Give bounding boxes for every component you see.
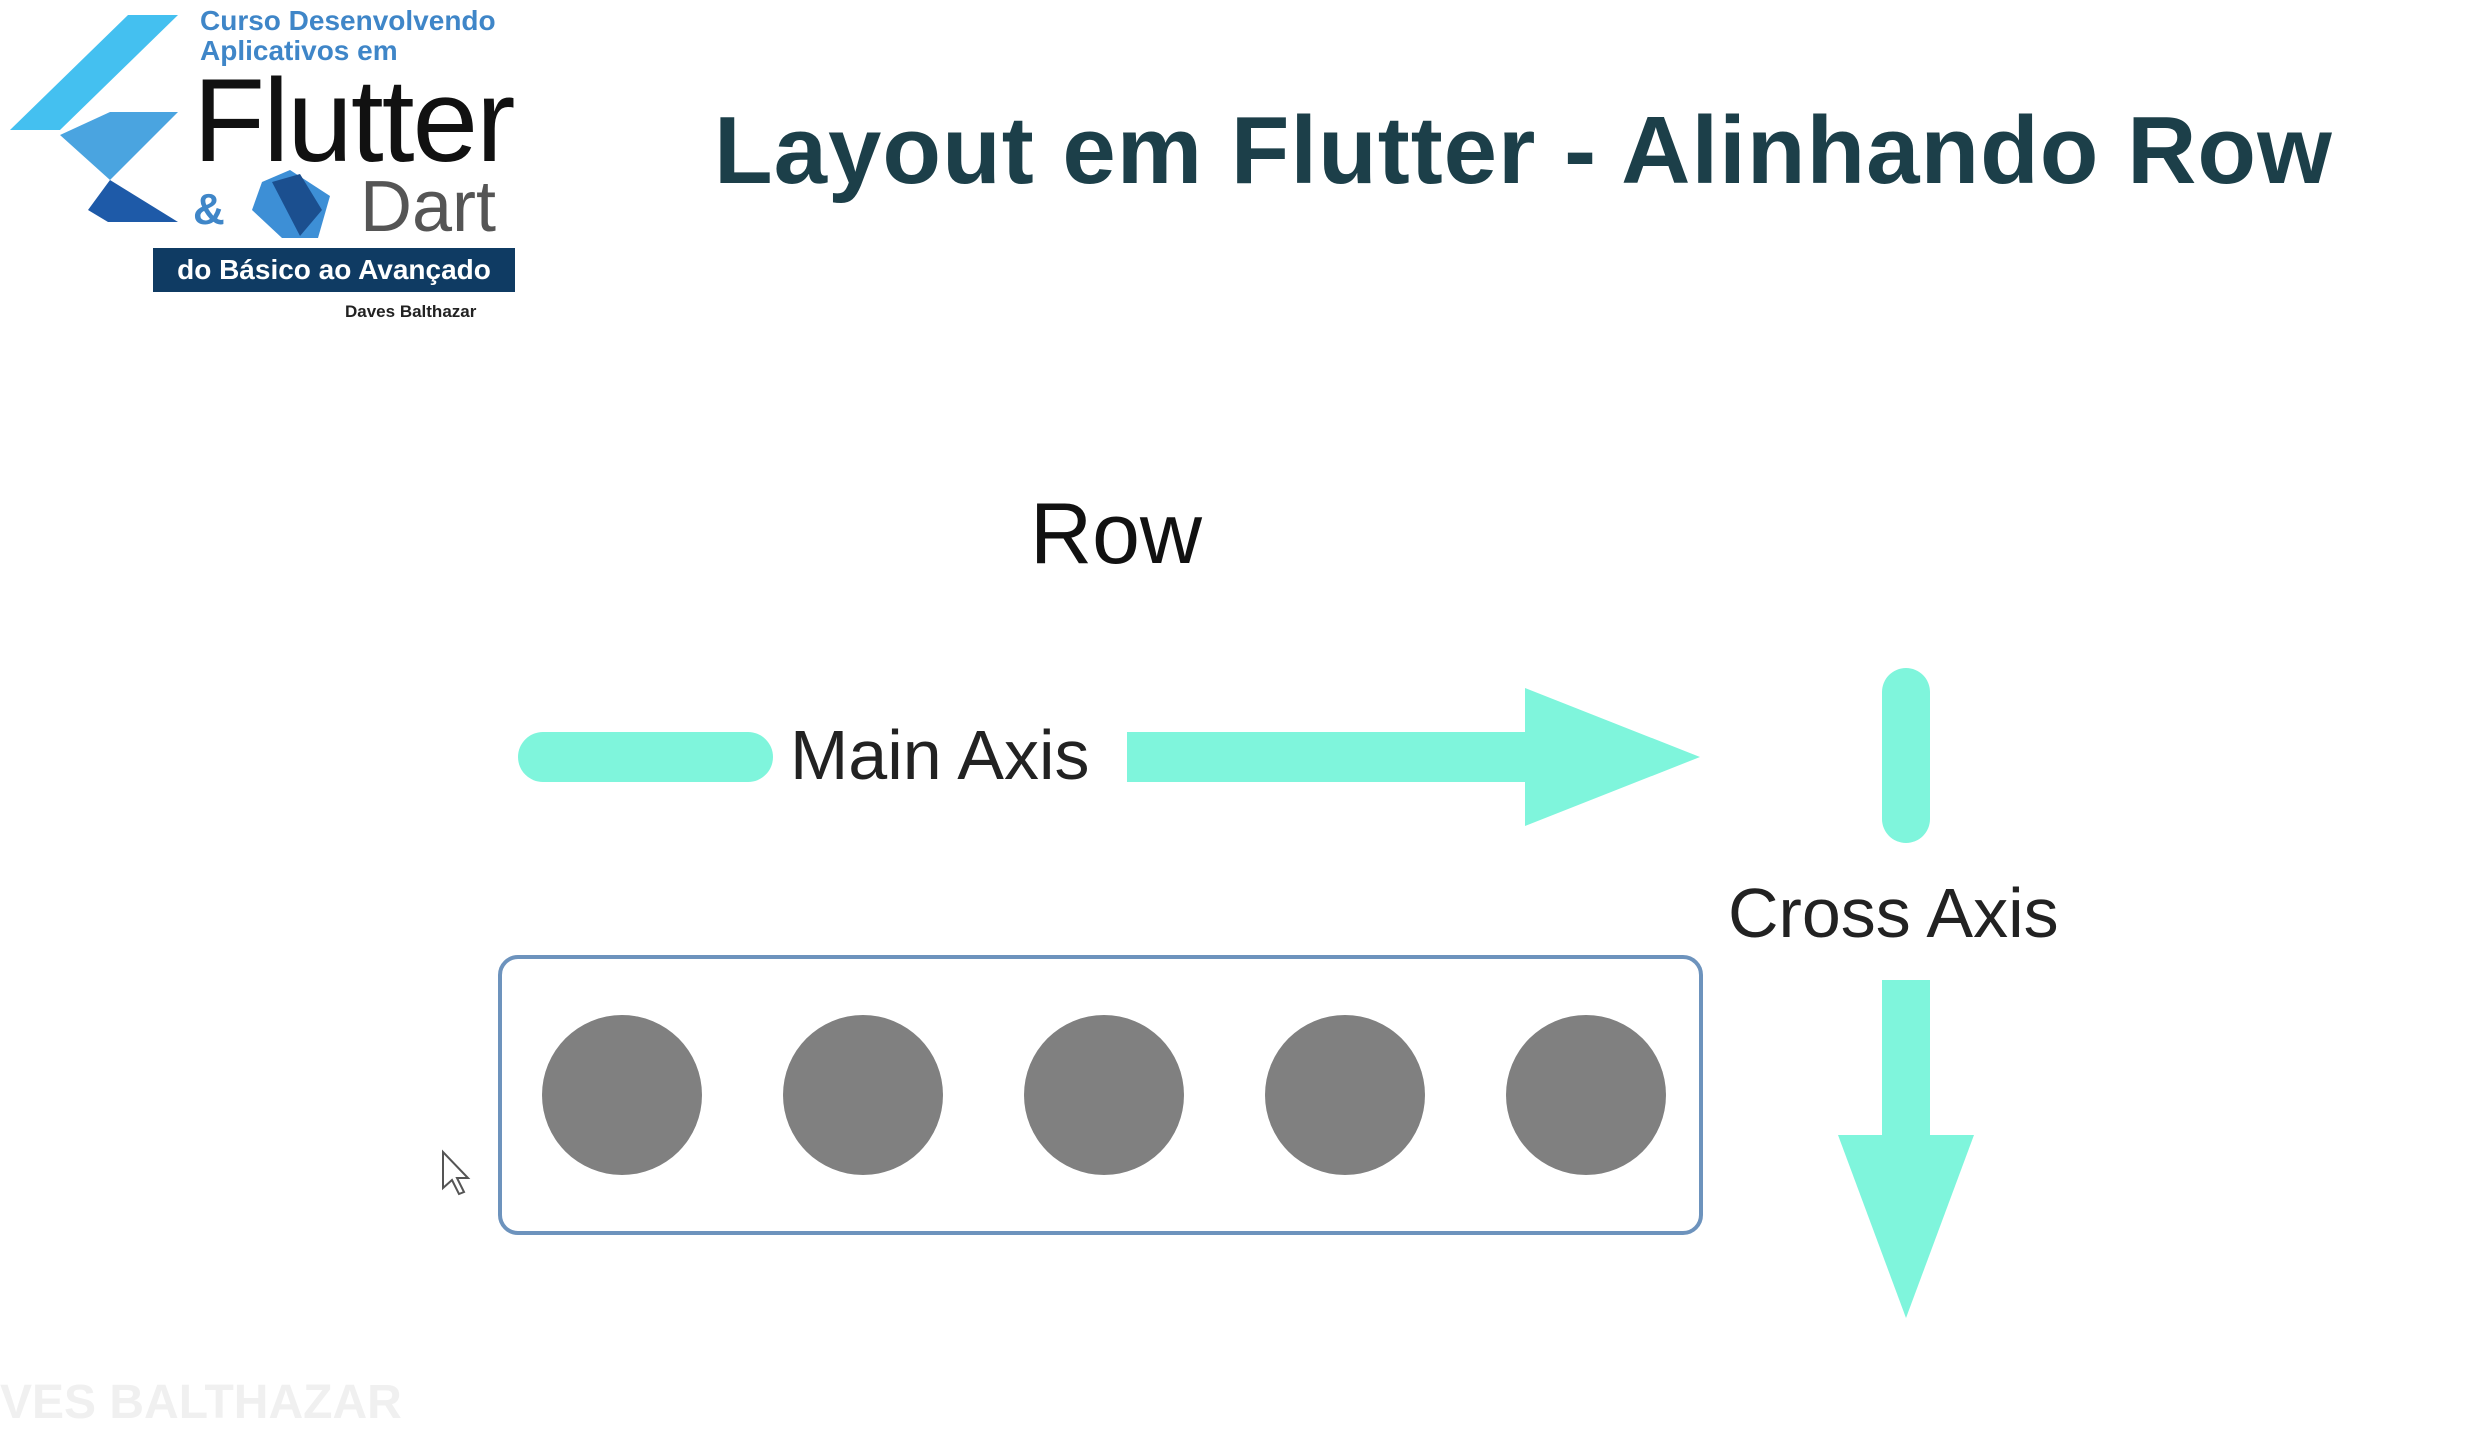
cross-axis-tail xyxy=(1882,668,1930,843)
row-container xyxy=(498,955,1703,1235)
dart-logo-shade xyxy=(272,174,322,236)
slide-title: Layout em Flutter - Alinhando Row xyxy=(714,97,2333,204)
row-label: Row xyxy=(1030,486,1203,582)
course-logo: Curso Desenvolvendo Aplicativos em Flutt… xyxy=(0,0,560,345)
row-child-circle xyxy=(1265,1015,1425,1175)
main-axis-label: Main Axis xyxy=(790,716,1090,794)
row-child-circle xyxy=(1024,1015,1184,1175)
flutter-logo-lower-bar xyxy=(88,180,178,222)
row-children xyxy=(542,1015,1666,1175)
logo-banner: do Básico ao Avançado xyxy=(153,248,515,292)
row-child-circle xyxy=(783,1015,943,1175)
logo-dart-word: Dart xyxy=(360,167,497,247)
flutter-logo-mid-bar xyxy=(60,112,178,180)
cross-axis-label: Cross Axis xyxy=(1728,874,2059,952)
cross-axis-shaft xyxy=(1882,980,1930,1140)
flutter-logo-icon xyxy=(10,15,330,238)
row-child-circle xyxy=(542,1015,702,1175)
logo-ampersand: & xyxy=(193,185,225,234)
logo-line1: Curso Desenvolvendo xyxy=(200,5,496,36)
mouse-cursor-icon xyxy=(442,1149,471,1196)
logo-author: Daves Balthazar xyxy=(345,302,477,321)
watermark: VES BALTHAZAR xyxy=(0,1376,402,1429)
logo-flutter-word: Flutter xyxy=(193,55,515,187)
flutter-logo-upper-bar xyxy=(10,15,178,130)
main-axis-shaft xyxy=(1127,732,1547,782)
logo-line2: Aplicativos em xyxy=(200,35,398,66)
main-axis-tail xyxy=(518,732,773,782)
cross-axis-arrowhead-icon xyxy=(1838,1135,1974,1318)
row-child-circle xyxy=(1506,1015,1666,1175)
main-axis-arrowhead-icon xyxy=(1525,688,1700,826)
